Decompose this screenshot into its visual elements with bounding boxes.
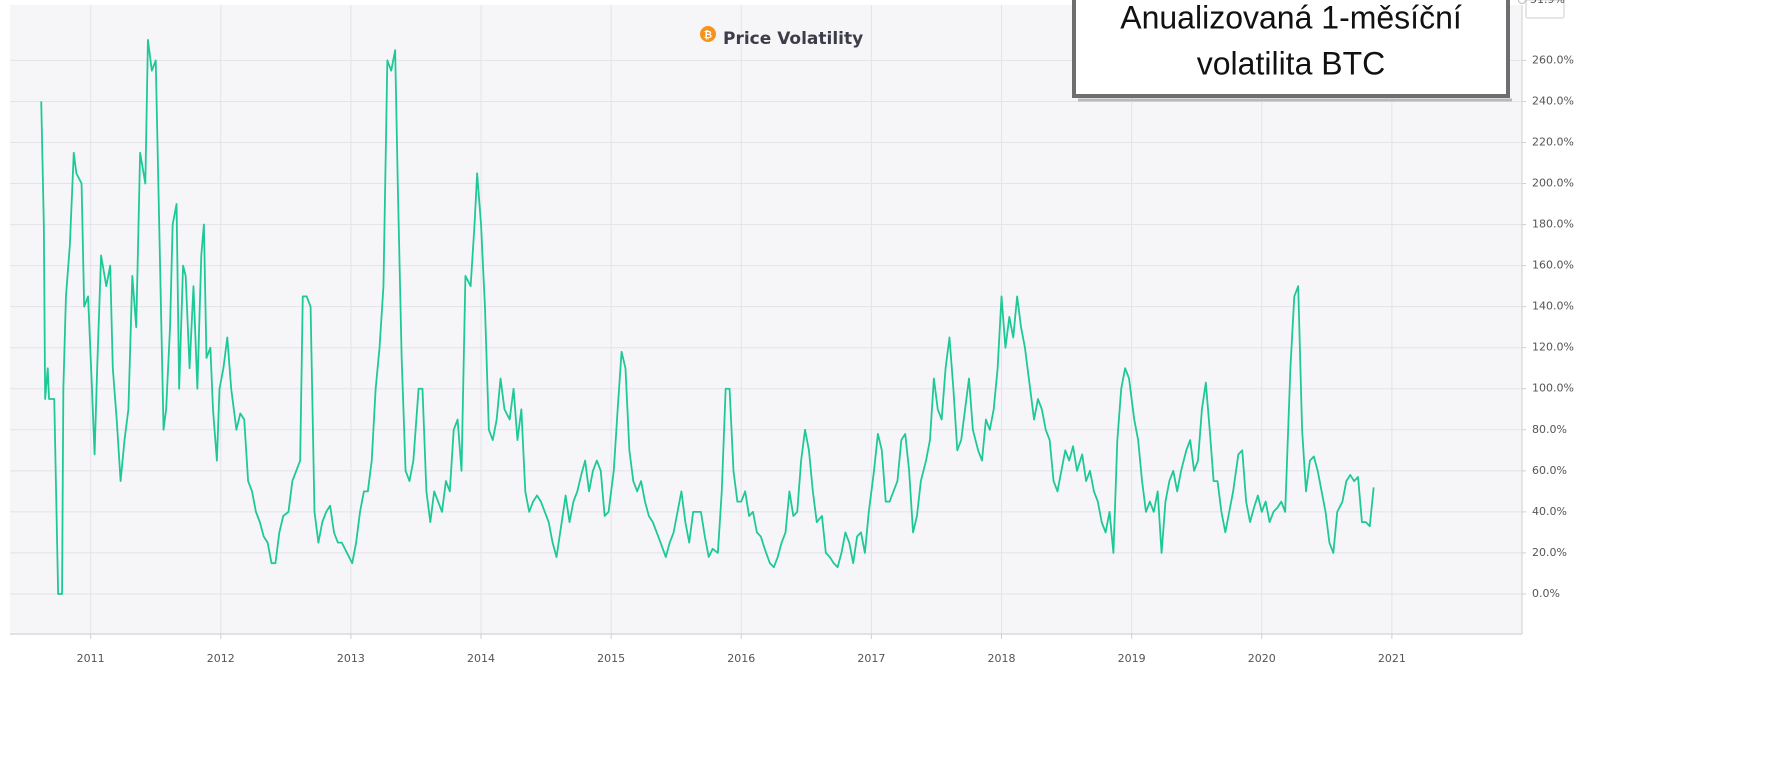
y-tick-label: 180.0%	[1532, 218, 1574, 231]
y-tick-label: 40.0%	[1532, 505, 1567, 518]
bitcoin-icon	[700, 26, 716, 42]
y-tick-label: 140.0%	[1532, 300, 1574, 313]
series-line	[40, 38, 1375, 595]
y-tick-label: 120.0%	[1532, 341, 1574, 354]
chart-title: Price Volatility	[723, 29, 863, 49]
x-tick-label: 2012	[207, 652, 235, 665]
x-tick-label: 2013	[337, 652, 365, 665]
last-value-marker	[1518, 0, 1526, 4]
bitcoin-symbol: ₿	[704, 29, 712, 41]
last-value-label: 51.9%	[1530, 0, 1565, 6]
annotation-line: Anualizovaná 1-měsíční	[1120, 0, 1462, 35]
x-tick-label: 2016	[727, 652, 755, 665]
y-tick-label: 260.0%	[1532, 53, 1574, 66]
grid	[10, 5, 1522, 635]
y-tick-label: 20.0%	[1532, 546, 1567, 559]
y-tick-label: 240.0%	[1532, 94, 1574, 107]
y-tick-label: 80.0%	[1532, 423, 1567, 436]
y-tick-label: 100.0%	[1532, 382, 1574, 395]
annotation-box	[1072, 0, 1510, 98]
y-tick-label: 220.0%	[1532, 135, 1574, 148]
y-tick-label: 0.0%	[1532, 587, 1560, 600]
x-tick-label: 2020	[1248, 652, 1276, 665]
y-tick-label: 200.0%	[1532, 177, 1574, 190]
y-tick-label: 60.0%	[1532, 464, 1567, 477]
annotation-line: volatilita BTC	[1197, 45, 1386, 81]
x-tick-label: 2014	[467, 652, 495, 665]
x-tick-label: 2021	[1378, 652, 1406, 665]
x-tick-label: 2015	[597, 652, 625, 665]
x-tick-label: 2019	[1118, 652, 1146, 665]
x-tick-label: 2011	[77, 652, 105, 665]
marks	[40, 38, 1375, 595]
last-value-box	[1525, 0, 1565, 19]
y-tick-label: 160.0%	[1532, 259, 1574, 272]
x-tick-label: 2017	[857, 652, 885, 665]
x-tick-label: 2018	[988, 652, 1016, 665]
